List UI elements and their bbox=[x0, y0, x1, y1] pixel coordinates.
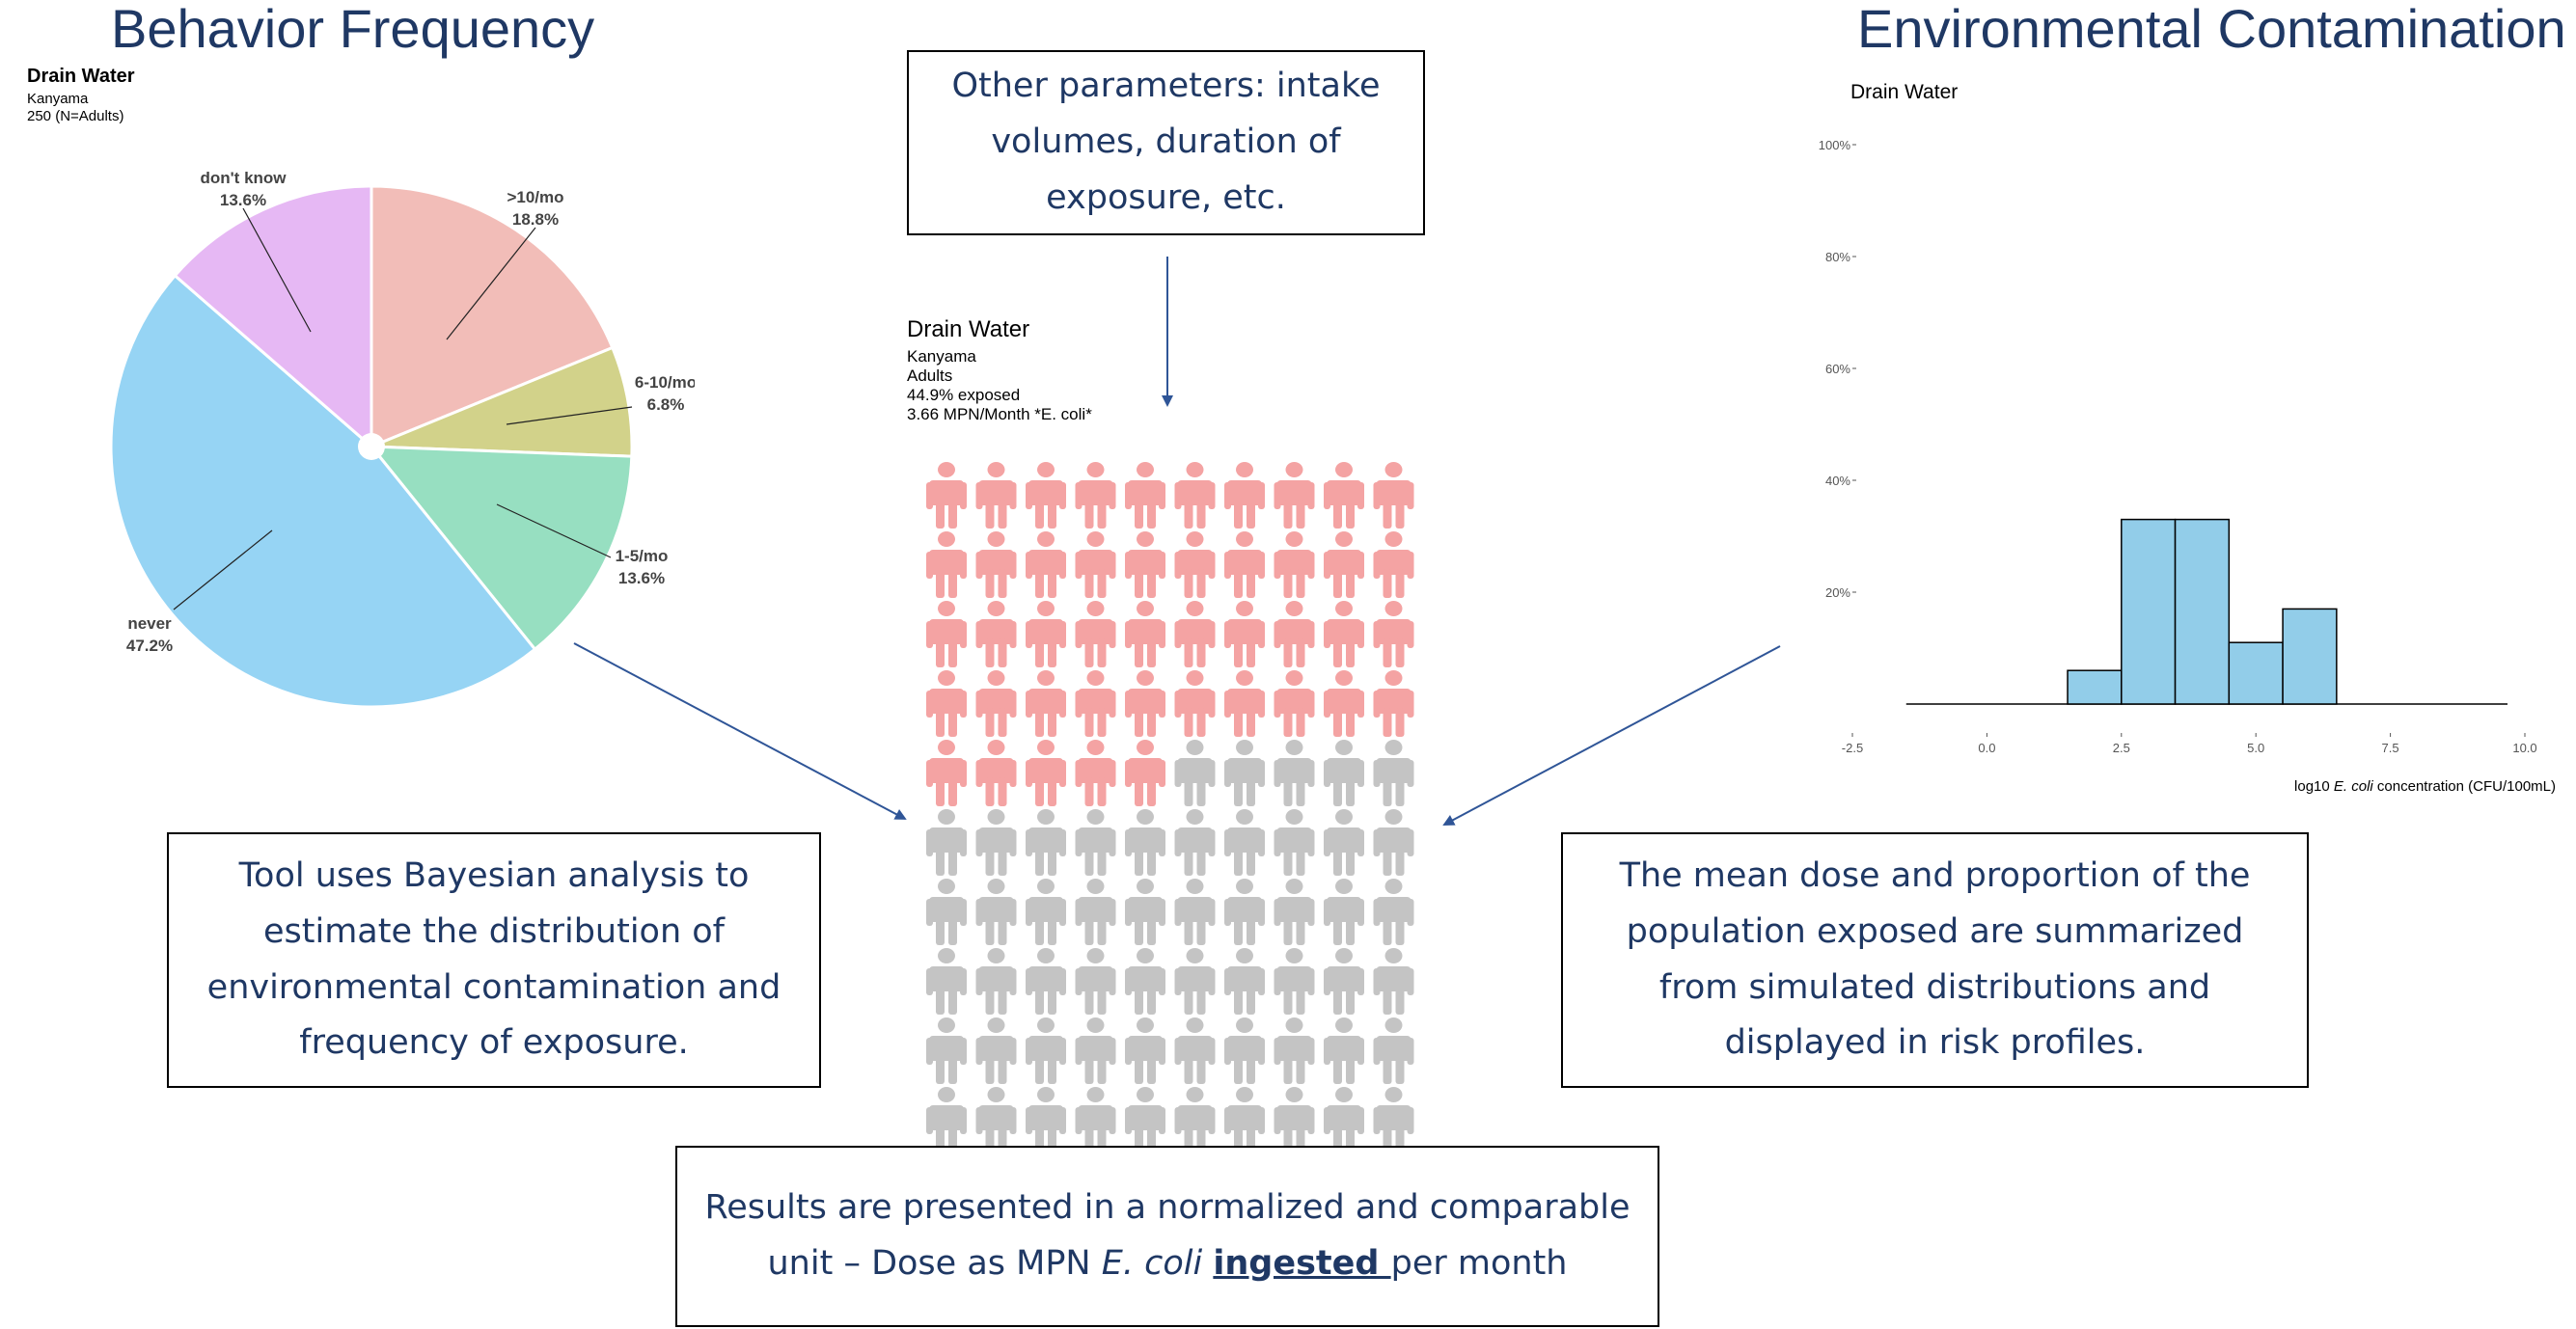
histogram-x-tick-label: 7.5 bbox=[2382, 741, 2399, 755]
results-text-ingested: ingested bbox=[1213, 1244, 1391, 1283]
pie-slice-percent: 47.2% bbox=[126, 637, 173, 655]
bayesian-analysis-box: Tool uses Bayesian analysis to estimate … bbox=[167, 832, 821, 1088]
histogram-bar bbox=[2067, 669, 2123, 705]
pie-leader-line bbox=[173, 529, 273, 610]
risk-profile-location: Kanyama bbox=[907, 347, 976, 366]
histogram-x-label: log10 E. coli concentration (CFU/100mL) bbox=[2294, 778, 2556, 795]
pie-slice-percent: 18.8% bbox=[512, 210, 559, 229]
results-text-line2: unit – Dose as MPN E. coli ingested per … bbox=[768, 1236, 1568, 1292]
pie-chart-subtitle-location: Kanyama bbox=[27, 91, 89, 107]
histogram-bar bbox=[2282, 608, 2338, 705]
pie-leader-line bbox=[242, 207, 312, 333]
results-text-ecoli: E. coli bbox=[1101, 1244, 1203, 1283]
histogram-y-tick-label: 80% bbox=[1825, 250, 1850, 264]
other-parameters-box: Other parameters: intake volumes, durati… bbox=[907, 50, 1425, 235]
bayesian-analysis-text: Tool uses Bayesian analysis to estimate … bbox=[206, 856, 781, 1063]
histogram-y-tick-label: 60% bbox=[1825, 362, 1850, 376]
pie-slice-label: >10/mo bbox=[507, 188, 563, 206]
pie-slice-label: 1-5/mo bbox=[616, 547, 669, 565]
pie-leader-line bbox=[496, 503, 612, 558]
pie-slice bbox=[173, 184, 373, 450]
risk-profile-dose: 3.66 MPN/Month *E. coli* bbox=[907, 405, 1092, 423]
other-parameters-text: Other parameters: intake volumes, durati… bbox=[951, 67, 1381, 217]
pie-slice-percent: 6.8% bbox=[647, 395, 685, 414]
arrow-from-behavior bbox=[573, 642, 907, 820]
behavior-frequency-title: Behavior Frequency bbox=[111, 0, 595, 59]
histogram-x-tick-label: 5.0 bbox=[2247, 741, 2264, 755]
pie-center-hole bbox=[358, 433, 385, 460]
results-text-line1: Results are presented in a normalized an… bbox=[704, 1188, 1631, 1228]
mean-dose-text: The mean dose and proportion of the popu… bbox=[1619, 856, 2251, 1063]
risk-profile-exposed: 44.9% exposed bbox=[907, 386, 1021, 404]
histogram-bar bbox=[2121, 518, 2177, 705]
pie-slice-label: 6-10/mo bbox=[635, 373, 695, 392]
pie-chart-subtitle-n: 250 (N=Adults) bbox=[27, 108, 124, 124]
pie-chart: >10/mo 18.8% 6-10/mo 6.8% 1-5/mo 13.6% never 47… bbox=[109, 169, 695, 709]
histogram-y-tick-label: 20% bbox=[1825, 585, 1850, 600]
pie-slice bbox=[370, 184, 615, 449]
environmental-contamination-title: Environmental Contamination bbox=[1857, 0, 2566, 59]
results-box: Results are presented in a normalized an… bbox=[675, 1146, 1659, 1327]
histogram-x-tick-label: 2.5 bbox=[2113, 741, 2130, 755]
pie-slice-label: don't know bbox=[200, 169, 287, 187]
histogram-y-tick-label: 40% bbox=[1825, 474, 1850, 488]
histogram-x-tick-label: 10.0 bbox=[2512, 741, 2536, 755]
histogram-title: Drain Water bbox=[1850, 81, 1959, 103]
results-text-per-month: per month bbox=[1390, 1244, 1568, 1283]
histogram-y-tick-label: 100% bbox=[1819, 138, 1851, 152]
pie-slice-percent: 13.6% bbox=[618, 569, 665, 587]
results-text-space bbox=[1202, 1244, 1213, 1283]
histogram-chart: 20% 40% 60% 80% 100% -2.5 0.0 2.5 5.0 7.5 10.0 log1… bbox=[1819, 138, 2556, 795]
risk-profile-title: Drain Water bbox=[907, 316, 1030, 342]
histogram-x-tick-label: -2.5 bbox=[1842, 741, 1863, 755]
pie-leader-line bbox=[506, 406, 633, 425]
histogram-bar bbox=[2174, 518, 2231, 705]
risk-profile-group: Adults bbox=[907, 366, 953, 385]
pie-slice bbox=[368, 445, 634, 652]
pie-slice bbox=[109, 273, 537, 709]
results-text-unit: unit – Dose as MPN bbox=[767, 1244, 1102, 1283]
pie-slice-label: never bbox=[127, 614, 172, 633]
pie-leader-line bbox=[446, 227, 536, 340]
pie-slice-percent: 13.6% bbox=[220, 191, 266, 209]
pie-chart-title: Drain Water bbox=[27, 66, 135, 87]
histogram-bar bbox=[2228, 641, 2284, 705]
arrow-from-environment bbox=[1442, 645, 1781, 826]
pie-slice bbox=[370, 345, 634, 458]
histogram-x-tick-label: 0.0 bbox=[1978, 741, 1995, 755]
mean-dose-box: The mean dose and proportion of the popu… bbox=[1561, 832, 2309, 1088]
